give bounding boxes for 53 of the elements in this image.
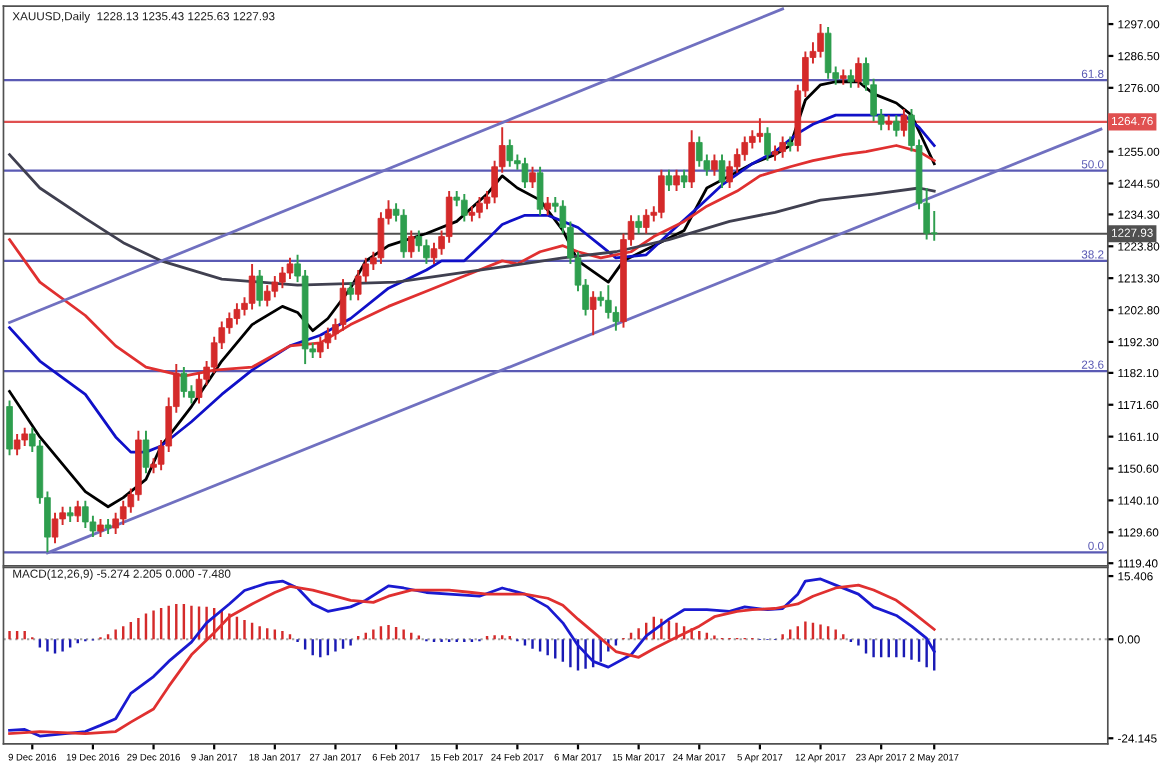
candlestick — [97, 517, 104, 539]
candlestick — [711, 153, 718, 177]
candlestick — [324, 326, 332, 350]
candlestick — [642, 208, 650, 235]
candlestick — [286, 256, 294, 281]
candlestick — [930, 210, 938, 242]
candlestick — [544, 196, 551, 217]
candlestick — [688, 129, 695, 189]
candlestick — [6, 399, 13, 457]
candlestick — [529, 165, 536, 189]
candlestick — [589, 290, 597, 337]
candlestick — [673, 168, 680, 193]
candlestick — [347, 281, 354, 302]
candlestick — [665, 168, 673, 193]
candlestick — [658, 168, 665, 220]
candlestick — [817, 23, 824, 59]
candlestick — [461, 193, 468, 223]
candlestick — [317, 335, 324, 359]
candlestick — [536, 165, 544, 217]
candlestick — [506, 138, 514, 168]
candlestick — [180, 366, 188, 399]
candlestick — [680, 168, 688, 189]
candlestick — [82, 499, 89, 529]
candlestick — [74, 499, 82, 523]
candlestick — [779, 135, 786, 159]
candlestick — [855, 56, 862, 89]
candlestick — [51, 511, 59, 545]
candlestick — [263, 284, 271, 308]
candlestick — [271, 275, 279, 299]
line-series — [8, 153, 936, 287]
candlestick — [21, 426, 28, 448]
candlestick — [423, 238, 430, 265]
candlestick — [476, 196, 483, 220]
candlestick — [13, 432, 21, 457]
candlestick — [279, 265, 286, 290]
candlestick — [256, 269, 263, 308]
candlestick — [377, 211, 385, 265]
candlestick — [635, 214, 642, 235]
candlestick — [248, 262, 256, 311]
candlestick — [339, 278, 347, 332]
candlestick — [142, 429, 150, 475]
candlestick — [233, 302, 241, 326]
candlestick — [764, 126, 771, 162]
candlestick — [756, 117, 764, 144]
candlestick — [847, 68, 855, 89]
candlestick — [521, 156, 529, 189]
candlestick — [695, 135, 703, 168]
candlestick — [407, 229, 415, 259]
candlestick — [900, 108, 908, 138]
candlestick — [893, 114, 900, 138]
candlestick — [718, 153, 726, 189]
candlestick — [824, 26, 832, 80]
candlestick — [400, 208, 407, 259]
